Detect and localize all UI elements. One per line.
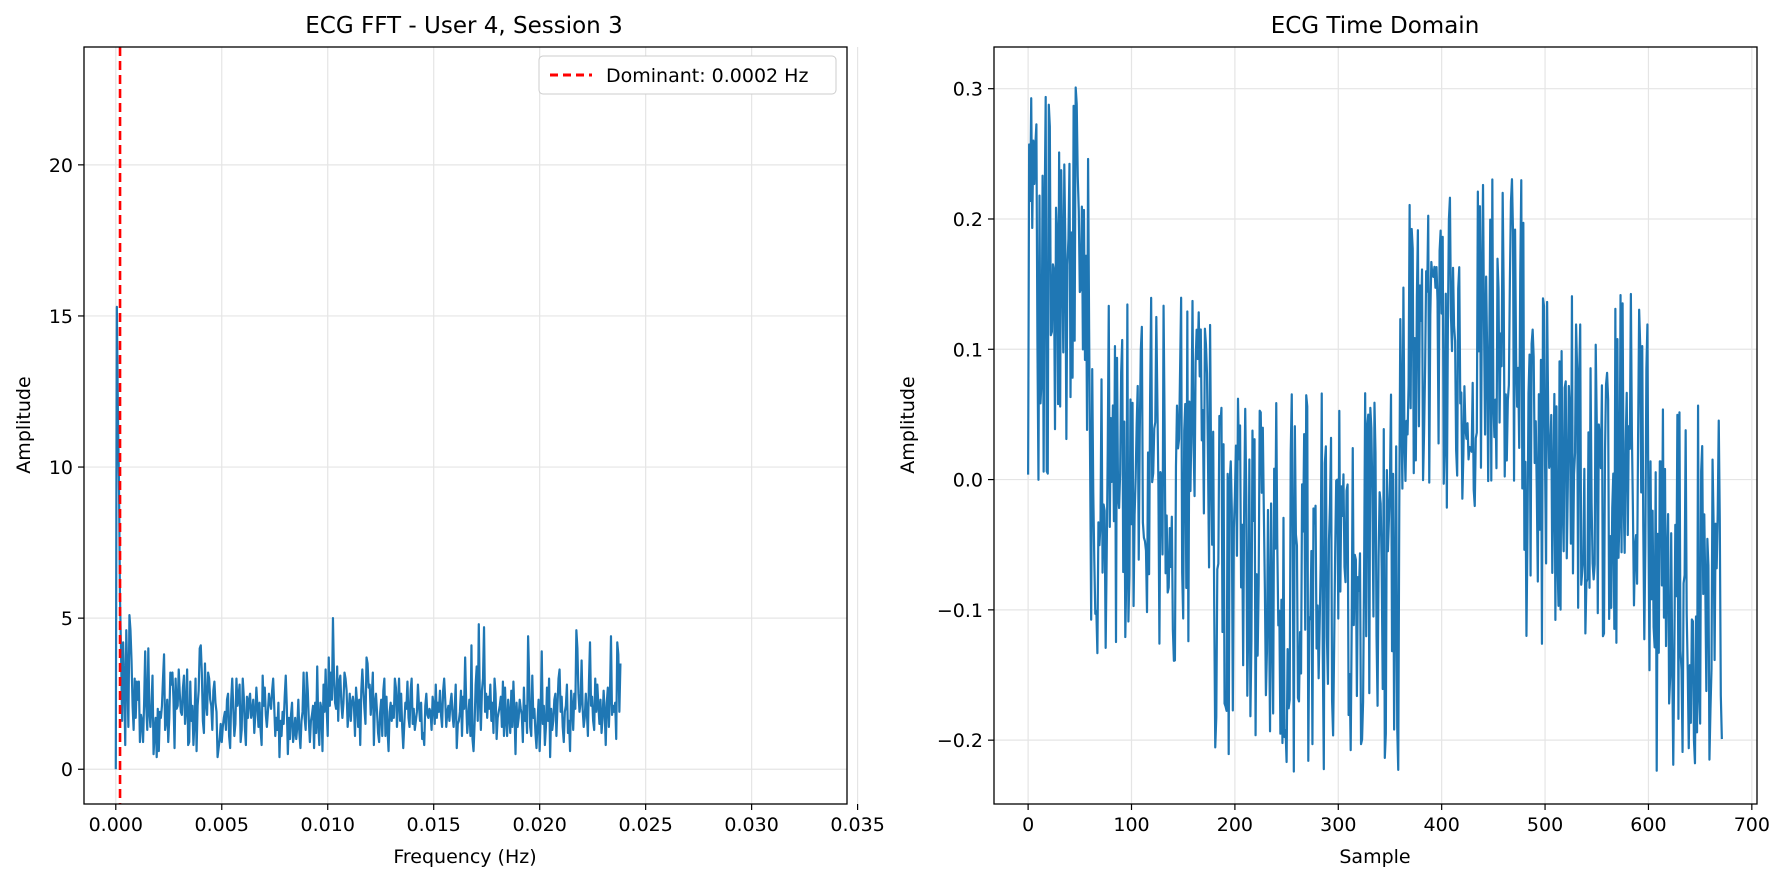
time-y-ticks: −0.2 −0.1 0.0 0.1 0.2 0.3 <box>937 79 994 752</box>
time-plot-frame <box>993 46 1758 805</box>
fft-grid <box>84 47 859 804</box>
x-tick-label: 0.010 <box>301 814 355 836</box>
y-tick-label: 0 <box>61 759 73 781</box>
fft-x-axis-label: Frequency (Hz) <box>393 846 536 868</box>
x-tick-label: 0 <box>1022 814 1034 836</box>
y-tick-label: 5 <box>61 608 73 630</box>
y-tick-label: 15 <box>49 306 73 328</box>
y-tick-label: 10 <box>49 457 73 479</box>
x-tick-label: 0.020 <box>512 814 566 836</box>
time-domain-panel: ECG Time Domain 0 100 200 300 400 500 600 700 −… <box>897 13 1770 868</box>
x-tick-label: 0.000 <box>89 814 143 836</box>
data-series-line <box>114 305 622 770</box>
fft-x-ticks: 0.000 0.005 0.010 0.015 0.020 0.025 0.030 0.035 <box>89 804 885 836</box>
time-chart-title: ECG Time Domain <box>1271 13 1480 39</box>
x-tick-label: 700 <box>1734 814 1770 836</box>
y-tick-label: 0.0 <box>953 470 983 492</box>
y-tick-label: −0.2 <box>937 730 983 752</box>
x-tick-label: 500 <box>1527 814 1563 836</box>
legend-entry-label: Dominant: 0.0002 Hz <box>606 65 808 87</box>
x-tick-label: 0.025 <box>618 814 672 836</box>
x-tick-label: 200 <box>1217 814 1253 836</box>
fft-y-axis-label: Amplitude <box>13 376 35 473</box>
y-tick-label: −0.1 <box>937 600 983 622</box>
x-tick-label: 0.030 <box>724 814 778 836</box>
y-tick-label: 0.1 <box>953 339 983 361</box>
x-tick-label: 0.005 <box>195 814 249 836</box>
y-tick-label: 0.2 <box>953 209 983 231</box>
y-tick-label: 0.3 <box>953 79 983 101</box>
fft-y-ticks: 0 5 10 15 20 <box>49 155 84 781</box>
y-tick-label: 20 <box>49 155 73 177</box>
x-tick-label: 400 <box>1424 814 1460 836</box>
x-tick-label: 100 <box>1113 814 1149 836</box>
time-x-axis-label: Sample <box>1339 846 1410 868</box>
data-series-line <box>1027 86 1723 773</box>
fft-plot-frame <box>83 46 848 805</box>
x-tick-label: 600 <box>1630 814 1666 836</box>
fft-series <box>114 305 622 770</box>
legend-box <box>538 55 837 95</box>
fft-legend: Dominant: 0.0002 Hz <box>538 55 837 95</box>
time-y-axis-label: Amplitude <box>897 376 919 473</box>
x-tick-label: 0.035 <box>830 814 884 836</box>
time-x-ticks: 0 100 200 300 400 500 600 700 <box>1022 804 1770 836</box>
time-series <box>1027 86 1723 773</box>
fft-panel: ECG FFT - User 4, Session 3 0.000 0.005 0.… <box>13 13 885 868</box>
x-tick-label: 300 <box>1320 814 1356 836</box>
x-tick-label: 0.015 <box>407 814 461 836</box>
fft-chart-title: ECG FFT - User 4, Session 3 <box>305 13 622 39</box>
